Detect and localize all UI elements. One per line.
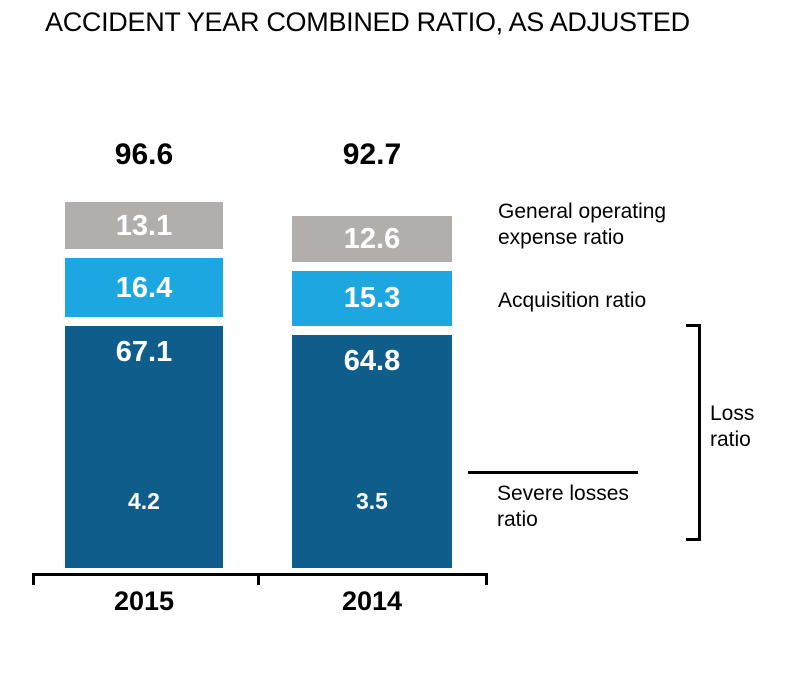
severe-losses-value-label-2015: 4.2	[128, 487, 160, 514]
bar-segment-acquisition-2014: 15.3	[292, 270, 452, 326]
x-axis-label-2014: 2014	[341, 586, 403, 616]
legend-severe-losses-ratio: Severe losses ratio	[497, 482, 629, 531]
bar-segment-acquisition-2015: 16.4	[65, 258, 223, 318]
total-value-label-2014: 92.7	[342, 138, 402, 171]
loss-ratio-bracket	[686, 324, 701, 541]
legend-loss-ratio: Loss ratio	[710, 402, 755, 451]
severe-losses-pointer-line	[468, 471, 638, 474]
bar-segment-general-operating-expense-2015: 13.1	[65, 202, 223, 250]
bar-segment-loss-2015: 67.1 4.2	[65, 326, 223, 568]
x-axis-tick-middle	[257, 573, 260, 585]
severe-losses-value-label-2014: 3.5	[356, 487, 388, 514]
segment-value-label-general-operating-expense-2014: 12.6	[343, 222, 401, 255]
segment-value-label-loss-2015: 67.1	[115, 336, 173, 369]
x-axis-line	[32, 573, 488, 576]
x-axis-tick-right	[485, 573, 488, 585]
total-value-label-2015: 96.6	[114, 138, 174, 171]
bar-segment-loss-2014: 64.8 3.5	[292, 334, 452, 568]
x-axis-tick-left	[32, 573, 35, 585]
bar-segment-general-operating-expense-2014: 12.6	[292, 216, 452, 262]
segment-value-label-acquisition-2014: 15.3	[343, 282, 401, 315]
segment-value-label-acquisition-2015: 16.4	[115, 271, 173, 304]
segment-value-label-general-operating-expense-2015: 13.1	[115, 209, 173, 242]
legend-general-operating-expense-ratio: General operating expense ratio	[498, 200, 667, 249]
segment-value-label-loss-2014: 64.8	[343, 344, 401, 377]
legend-acquisition-ratio: Acquisition ratio	[498, 289, 647, 312]
x-axis-label-2015: 2015	[113, 586, 175, 616]
chart-title: ACCIDENT YEAR COMBINED RATIO, AS ADJUSTE…	[45, 7, 690, 37]
